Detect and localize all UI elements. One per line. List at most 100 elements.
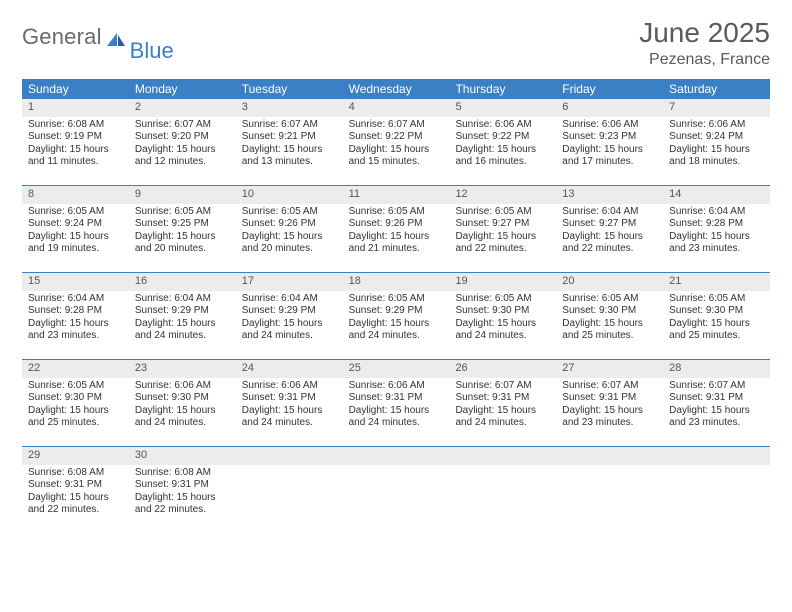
day-content: Sunrise: 6:05 AMSunset: 9:26 PMDaylight:… <box>343 206 450 256</box>
daylight-text: and 11 minutes. <box>28 156 125 169</box>
sunrise-text: Sunrise: 6:08 AM <box>28 467 125 480</box>
weeks-container: 1Sunrise: 6:08 AMSunset: 9:19 PMDaylight… <box>22 99 770 533</box>
sunrise-text: Sunrise: 6:05 AM <box>28 206 125 219</box>
day-content: Sunrise: 6:05 AMSunset: 9:30 PMDaylight:… <box>22 380 129 430</box>
day-cell: 19Sunrise: 6:05 AMSunset: 9:30 PMDayligh… <box>449 273 556 359</box>
day-cell <box>556 447 663 533</box>
day-cell: 12Sunrise: 6:05 AMSunset: 9:27 PMDayligh… <box>449 186 556 272</box>
day-content: Sunrise: 6:06 AMSunset: 9:22 PMDaylight:… <box>449 119 556 169</box>
week-row: 8Sunrise: 6:05 AMSunset: 9:24 PMDaylight… <box>22 185 770 272</box>
daylight-text: Daylight: 15 hours <box>135 144 232 157</box>
daylight-text: and 25 minutes. <box>562 330 659 343</box>
sunrise-text: Sunrise: 6:05 AM <box>349 293 446 306</box>
day-number: 29 <box>22 447 129 465</box>
daylight-text: and 13 minutes. <box>242 156 339 169</box>
day-content: Sunrise: 6:06 AMSunset: 9:31 PMDaylight:… <box>343 380 450 430</box>
weekday-header: Saturday <box>663 79 770 99</box>
sunrise-text: Sunrise: 6:07 AM <box>562 380 659 393</box>
sunset-text: Sunset: 9:31 PM <box>28 479 125 492</box>
daylight-text: Daylight: 15 hours <box>562 405 659 418</box>
day-number <box>449 447 556 465</box>
sunrise-text: Sunrise: 6:04 AM <box>135 293 232 306</box>
day-cell <box>663 447 770 533</box>
daylight-text: Daylight: 15 hours <box>669 231 766 244</box>
day-number: 7 <box>663 99 770 117</box>
daylight-text: Daylight: 15 hours <box>28 231 125 244</box>
day-cell: 16Sunrise: 6:04 AMSunset: 9:29 PMDayligh… <box>129 273 236 359</box>
daylight-text: and 23 minutes. <box>28 330 125 343</box>
day-cell: 30 Sunrise: 6:08 AMSunset: 9:31 PMDayligh… <box>129 447 236 533</box>
day-number: 2 <box>129 99 236 117</box>
daylight-text: Daylight: 15 hours <box>135 492 232 505</box>
day-content: Sunrise: 6:04 AMSunset: 9:28 PMDaylight:… <box>22 293 129 343</box>
sunset-text: Sunset: 9:27 PM <box>455 218 552 231</box>
daylight-text: Daylight: 15 hours <box>455 405 552 418</box>
sunset-text: Sunset: 9:22 PM <box>349 131 446 144</box>
month-title: June 2025 <box>639 18 770 49</box>
daylight-text: and 22 minutes. <box>135 504 232 517</box>
daylight-text: and 24 minutes. <box>349 417 446 430</box>
sunset-text: Sunset: 9:30 PM <box>562 305 659 318</box>
day-cell: 23Sunrise: 6:06 AMSunset: 9:30 PMDayligh… <box>129 360 236 446</box>
day-content: Sunrise: 6:05 AMSunset: 9:25 PMDaylight:… <box>129 206 236 256</box>
day-cell: 2 Sunrise: 6:07 AMSunset: 9:20 PMDaylight… <box>129 99 236 185</box>
sunrise-text: Sunrise: 6:05 AM <box>455 293 552 306</box>
daylight-text: Daylight: 15 hours <box>455 318 552 331</box>
sunset-text: Sunset: 9:30 PM <box>455 305 552 318</box>
day-number: 10 <box>236 186 343 204</box>
sunset-text: Sunset: 9:22 PM <box>455 131 552 144</box>
day-number: 21 <box>663 273 770 291</box>
day-number: 8 <box>22 186 129 204</box>
daylight-text: and 23 minutes. <box>562 417 659 430</box>
sunset-text: Sunset: 9:24 PM <box>28 218 125 231</box>
daylight-text: Daylight: 15 hours <box>562 318 659 331</box>
daylight-text: and 17 minutes. <box>562 156 659 169</box>
sunset-text: Sunset: 9:29 PM <box>242 305 339 318</box>
daylight-text: Daylight: 15 hours <box>455 231 552 244</box>
header: General Blue June 2025 Pezenas, France <box>22 18 770 69</box>
daylight-text: Daylight: 15 hours <box>28 144 125 157</box>
sunrise-text: Sunrise: 6:08 AM <box>135 467 232 480</box>
day-cell: 18Sunrise: 6:05 AMSunset: 9:29 PMDayligh… <box>343 273 450 359</box>
day-number: 18 <box>343 273 450 291</box>
day-cell: 26Sunrise: 6:07 AMSunset: 9:31 PMDayligh… <box>449 360 556 446</box>
daylight-text: and 23 minutes. <box>669 417 766 430</box>
daylight-text: Daylight: 15 hours <box>28 405 125 418</box>
title-block: June 2025 Pezenas, France <box>639 18 770 69</box>
sunset-text: Sunset: 9:31 PM <box>669 392 766 405</box>
sunset-text: Sunset: 9:31 PM <box>242 392 339 405</box>
day-cell: 3Sunrise: 6:07 AMSunset: 9:21 PMDaylight… <box>236 99 343 185</box>
page: General Blue June 2025 Pezenas, France S… <box>0 0 792 533</box>
day-content: Sunrise: 6:08 AMSunset: 9:31 PMDaylight:… <box>22 467 129 517</box>
weekday-header: Sunday <box>22 79 129 99</box>
sunrise-text: Sunrise: 6:07 AM <box>349 119 446 132</box>
daylight-text: and 24 minutes. <box>242 330 339 343</box>
calendar: Sunday Monday Tuesday Wednesday Thursday… <box>22 79 770 533</box>
daylight-text: and 12 minutes. <box>135 156 232 169</box>
day-number <box>556 447 663 465</box>
logo-sail-icon <box>106 31 126 47</box>
day-cell: 22 Sunrise: 6:05 AMSunset: 9:30 PMDayligh… <box>22 360 129 446</box>
daylight-text: and 18 minutes. <box>669 156 766 169</box>
day-cell: 7Sunrise: 6:06 AMSunset: 9:24 PMDaylight… <box>663 99 770 185</box>
day-content: Sunrise: 6:08 AMSunset: 9:31 PMDaylight:… <box>129 467 236 517</box>
day-number: 22 <box>22 360 129 378</box>
week-row: 29Sunrise: 6:08 AMSunset: 9:31 PMDayligh… <box>22 446 770 533</box>
day-content: Sunrise: 6:07 AMSunset: 9:20 PMDaylight:… <box>129 119 236 169</box>
sunset-text: Sunset: 9:29 PM <box>349 305 446 318</box>
day-number: 9 <box>129 186 236 204</box>
day-content: Sunrise: 6:04 AMSunset: 9:29 PMDaylight:… <box>129 293 236 343</box>
day-content: Sunrise: 6:04 AMSunset: 9:29 PMDaylight:… <box>236 293 343 343</box>
daylight-text: and 24 minutes. <box>135 330 232 343</box>
daylight-text: and 23 minutes. <box>669 243 766 256</box>
daylight-text: Daylight: 15 hours <box>242 144 339 157</box>
sunrise-text: Sunrise: 6:05 AM <box>135 206 232 219</box>
daylight-text: Daylight: 15 hours <box>242 405 339 418</box>
sunrise-text: Sunrise: 6:07 AM <box>455 380 552 393</box>
day-number: 30 <box>129 447 236 465</box>
sunset-text: Sunset: 9:23 PM <box>562 131 659 144</box>
daylight-text: and 20 minutes. <box>135 243 232 256</box>
daylight-text: Daylight: 15 hours <box>669 405 766 418</box>
sunset-text: Sunset: 9:29 PM <box>135 305 232 318</box>
sunrise-text: Sunrise: 6:04 AM <box>669 206 766 219</box>
